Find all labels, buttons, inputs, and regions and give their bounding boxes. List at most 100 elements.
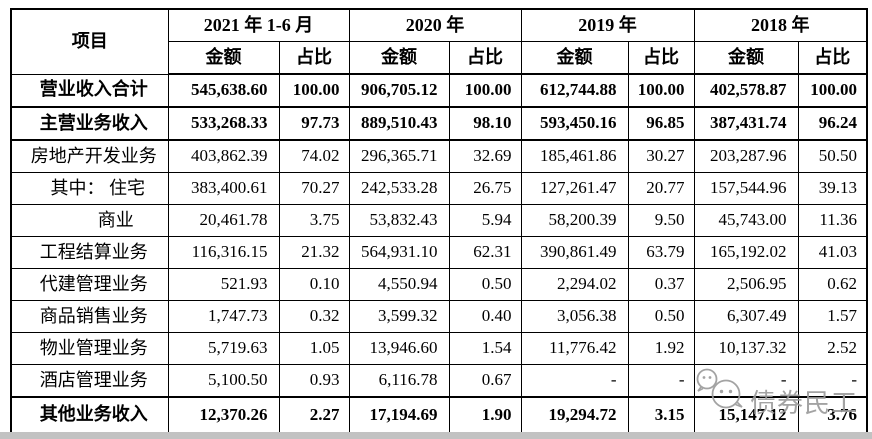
column-header-item: 项目 bbox=[10, 8, 169, 75]
cell-value: 62.31 bbox=[448, 236, 522, 269]
cell-value: 10,137.32 bbox=[693, 332, 799, 365]
cell-value: 53,832.43 bbox=[348, 204, 450, 237]
cell-value: 19,294.72 bbox=[520, 396, 629, 434]
cell-value: 0.50 bbox=[448, 268, 522, 301]
cell-value: 2.27 bbox=[278, 396, 350, 434]
cell-value: 11,776.42 bbox=[520, 332, 629, 365]
cell-value: 20.77 bbox=[627, 172, 695, 205]
column-group-2018: 2018 年 bbox=[693, 8, 868, 42]
cell-value: 100.00 bbox=[448, 73, 522, 108]
cell-value: 1.92 bbox=[627, 332, 695, 365]
cell-value: 6,307.49 bbox=[693, 300, 799, 333]
cell-value: 0.10 bbox=[278, 268, 350, 301]
cell-value: 0.32 bbox=[278, 300, 350, 333]
cell-value: 6,116.78 bbox=[348, 364, 450, 398]
cell-value: 0.37 bbox=[627, 268, 695, 301]
cell-value: 612,744.88 bbox=[520, 73, 629, 108]
row-label: 房地产开发业务 bbox=[10, 139, 169, 173]
table-row: 其他业务收入 12,370.26 2.27 17,194.69 1.90 19,… bbox=[10, 396, 868, 434]
cell-value: 3.15 bbox=[627, 396, 695, 434]
cell-value: 0.40 bbox=[448, 300, 522, 333]
cell-value: 545,638.60 bbox=[167, 73, 280, 108]
cell-value: 41.03 bbox=[797, 236, 868, 269]
cell-value: 0.93 bbox=[278, 364, 350, 398]
column-group-2020: 2020 年 bbox=[348, 8, 522, 42]
cell-value: 1,747.73 bbox=[167, 300, 280, 333]
header-row-metrics: 金额 占比 金额 占比 金额 占比 金额 占比 bbox=[11, 41, 868, 75]
row-label: 酒店管理业务 bbox=[10, 364, 169, 398]
cell-value: - bbox=[520, 364, 629, 398]
cell-value: 45,743.00 bbox=[693, 204, 799, 237]
cell-value: 100.00 bbox=[797, 73, 868, 108]
cell-value: 3.76 bbox=[797, 396, 868, 434]
cell-value: 21.32 bbox=[278, 236, 350, 269]
table-row: 商品销售业务 1,747.73 0.32 3,599.32 0.40 3,056… bbox=[10, 300, 868, 333]
subheader-amount-2019: 金额 bbox=[520, 41, 629, 75]
cell-value: - bbox=[693, 364, 799, 398]
row-label: 主营业务收入 bbox=[10, 106, 169, 141]
cell-value: 100.00 bbox=[627, 73, 695, 108]
table-row: 代建管理业务 521.93 0.10 4,550.94 0.50 2,294.0… bbox=[10, 268, 868, 301]
cell-value: 1.90 bbox=[448, 396, 522, 434]
cell-value: 521.93 bbox=[167, 268, 280, 301]
subheader-amount-2021: 金额 bbox=[167, 41, 280, 75]
cell-value: 116,316.15 bbox=[167, 236, 280, 269]
cell-value: 4,550.94 bbox=[348, 268, 450, 301]
subheader-ratio-2018: 占比 bbox=[797, 41, 868, 75]
cell-value: 0.50 bbox=[627, 300, 695, 333]
cell-value: 242,533.28 bbox=[348, 172, 450, 205]
cell-value: 1.54 bbox=[448, 332, 522, 365]
cell-value: 127,261.47 bbox=[520, 172, 629, 205]
cell-value: - bbox=[627, 364, 695, 398]
row-label: 其中： 住宅 bbox=[10, 172, 169, 205]
cell-value: 165,192.02 bbox=[693, 236, 799, 269]
cell-value: 3,056.38 bbox=[520, 300, 629, 333]
cell-value: 50.50 bbox=[797, 139, 868, 173]
cell-value: 1.57 bbox=[797, 300, 868, 333]
cell-value: 1.05 bbox=[278, 332, 350, 365]
cell-value: 100.00 bbox=[278, 73, 350, 108]
cell-value: 2.52 bbox=[797, 332, 868, 365]
table-row: 酒店管理业务 5,100.50 0.93 6,116.78 0.67 - - -… bbox=[10, 364, 868, 398]
cell-value: 15,147.12 bbox=[693, 396, 799, 434]
subheader-ratio-2021: 占比 bbox=[278, 41, 350, 75]
table-row: 营业收入合计 545,638.60 100.00 906,705.12 100.… bbox=[10, 73, 868, 108]
row-label: 物业管理业务 bbox=[10, 332, 169, 365]
cell-value: 39.13 bbox=[797, 172, 868, 205]
cell-value: 63.79 bbox=[627, 236, 695, 269]
cell-value: 11.36 bbox=[797, 204, 868, 237]
cell-value: 906,705.12 bbox=[348, 73, 450, 108]
cell-value: 402,578.87 bbox=[693, 73, 799, 108]
subheader-ratio-2020: 占比 bbox=[448, 41, 522, 75]
row-label: 商业 bbox=[10, 204, 169, 237]
cell-value: 70.27 bbox=[278, 172, 350, 205]
cell-value: 97.73 bbox=[278, 106, 350, 141]
row-label: 代建管理业务 bbox=[10, 268, 169, 301]
row-label: 其他业务收入 bbox=[10, 396, 169, 434]
subheader-ratio-2019: 占比 bbox=[627, 41, 695, 75]
subheader-amount-2020: 金额 bbox=[348, 41, 450, 75]
cell-value: 26.75 bbox=[448, 172, 522, 205]
cell-value: 203,287.96 bbox=[693, 139, 799, 173]
cell-value: 58,200.39 bbox=[520, 204, 629, 237]
header-row-periods: 项目 2021 年 1-6 月 2020 年 2019 年 2018 年 bbox=[10, 8, 868, 75]
cell-value: 0.62 bbox=[797, 268, 868, 301]
table-row: 房地产开发业务 403,862.39 74.02 296,365.71 32.6… bbox=[10, 139, 868, 173]
cell-value: 5.94 bbox=[448, 204, 522, 237]
cell-value: 2,506.95 bbox=[693, 268, 799, 301]
row-label: 工程结算业务 bbox=[10, 236, 169, 269]
table-row: 物业管理业务 5,719.63 1.05 13,946.60 1.54 11,7… bbox=[10, 332, 868, 365]
table-row: 其中： 住宅 383,400.61 70.27 242,533.28 26.75… bbox=[10, 172, 868, 205]
cell-value: 32.69 bbox=[448, 139, 522, 173]
cell-value: - bbox=[797, 364, 868, 398]
cell-value: 403,862.39 bbox=[167, 139, 280, 173]
cell-value: 20,461.78 bbox=[167, 204, 280, 237]
cell-value: 3,599.32 bbox=[348, 300, 450, 333]
cell-value: 9.50 bbox=[627, 204, 695, 237]
cell-value: 390,861.49 bbox=[520, 236, 629, 269]
cell-value: 383,400.61 bbox=[167, 172, 280, 205]
cell-value: 564,931.10 bbox=[348, 236, 450, 269]
cell-value: 157,544.96 bbox=[693, 172, 799, 205]
cell-value: 2,294.02 bbox=[520, 268, 629, 301]
cell-value: 98.10 bbox=[448, 106, 522, 141]
